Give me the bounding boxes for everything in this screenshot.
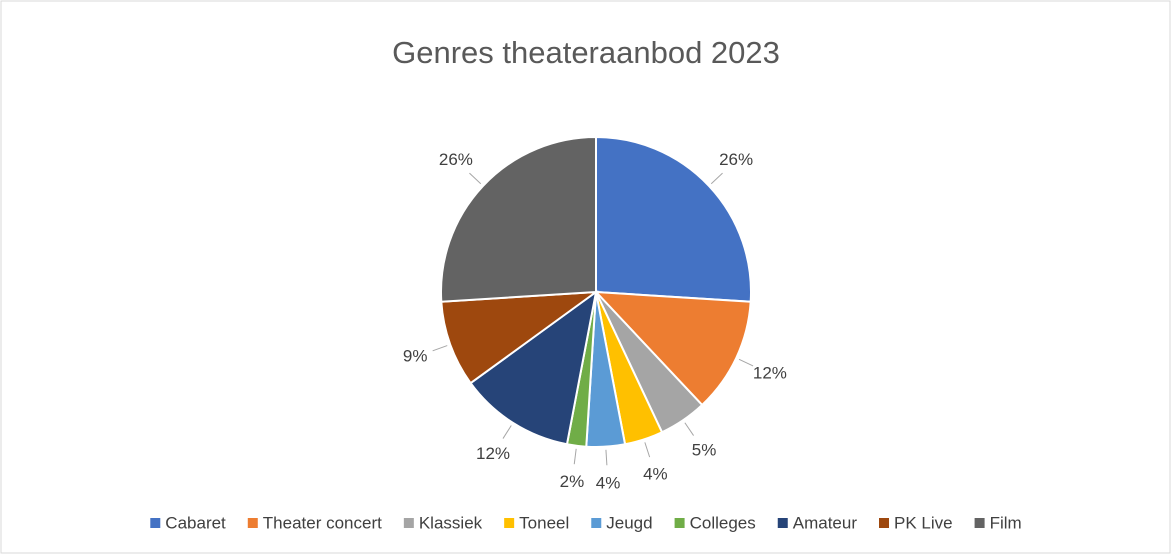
- legend-swatch: [247, 518, 258, 528]
- legend-label: PK Live: [894, 513, 953, 532]
- legend-label: Klassiek: [419, 513, 483, 532]
- pie-slice: [469, 289, 598, 446]
- legend-label: Cabaret: [165, 513, 226, 532]
- chart-title: Genres theateraanbod 2023: [392, 35, 780, 70]
- data-label: 2%: [560, 472, 585, 491]
- leader-line: [605, 449, 608, 466]
- data-label: 26%: [439, 150, 473, 169]
- data-label: 9%: [403, 347, 428, 366]
- pie-slice: [593, 290, 752, 407]
- data-label: 4%: [596, 473, 621, 492]
- data-label: 26%: [719, 150, 753, 169]
- data-label: 12%: [476, 444, 510, 463]
- leader-line: [738, 358, 754, 367]
- data-label: 5%: [692, 440, 717, 459]
- pie-slice: [595, 135, 752, 303]
- leader-line: [502, 425, 512, 439]
- legend-swatch: [591, 518, 602, 528]
- legend-label: Toneel: [519, 513, 569, 532]
- leader-line: [684, 422, 694, 436]
- legend-label: Theater concert: [263, 513, 382, 532]
- legend-label: Amateur: [793, 513, 858, 532]
- legend-swatch: [403, 518, 414, 528]
- data-label: 4%: [643, 464, 668, 483]
- leader-line: [469, 172, 482, 185]
- legend-swatch: [777, 518, 788, 528]
- leader-line: [432, 345, 448, 352]
- leader-line: [573, 448, 577, 465]
- leader-line: [644, 442, 651, 458]
- legend-label: Colleges: [690, 513, 756, 532]
- leader-line: [710, 172, 723, 185]
- pie-slice: [440, 290, 600, 385]
- legend-swatch: [879, 518, 889, 528]
- legend-label: Jeugd: [606, 513, 652, 532]
- legend-swatch: [974, 518, 985, 528]
- pie-slice: [440, 135, 597, 303]
- legend-swatch: [504, 518, 515, 528]
- legend-label: Film: [990, 513, 1022, 532]
- legend-swatch: [674, 518, 685, 528]
- legend-swatch: [150, 518, 161, 528]
- data-label: 12%: [753, 363, 787, 382]
